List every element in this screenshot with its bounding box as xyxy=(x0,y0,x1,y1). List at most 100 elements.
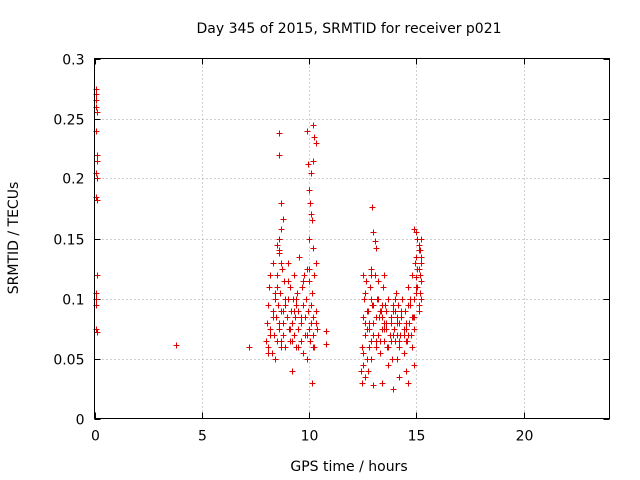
data-point xyxy=(287,284,294,291)
data-point xyxy=(267,272,274,279)
data-point xyxy=(272,290,279,297)
plot-frame xyxy=(94,58,610,419)
data-point xyxy=(308,170,315,177)
data-point xyxy=(381,272,388,279)
data-point xyxy=(279,266,286,273)
data-point xyxy=(398,308,405,315)
data-point xyxy=(396,374,403,381)
data-point xyxy=(275,302,282,309)
data-point xyxy=(306,187,313,194)
data-point xyxy=(381,320,388,327)
data-point xyxy=(364,308,371,315)
data-point xyxy=(379,380,386,387)
data-point xyxy=(270,308,277,315)
data-point xyxy=(276,326,283,333)
data-point xyxy=(310,245,317,252)
y-tick-label: 0.2 xyxy=(62,172,84,188)
grid xyxy=(94,58,610,419)
data-point xyxy=(396,338,403,345)
data-point xyxy=(264,320,271,327)
data-point xyxy=(270,314,277,321)
data-point xyxy=(360,362,367,369)
data-point xyxy=(265,344,272,351)
data-point xyxy=(296,254,303,261)
data-point xyxy=(418,254,425,261)
data-point xyxy=(292,314,299,321)
data-point xyxy=(304,356,311,363)
data-point xyxy=(309,380,316,387)
data-point xyxy=(323,328,330,335)
y-tick-label: 0.25 xyxy=(53,113,84,129)
data-point xyxy=(375,278,382,285)
data-point xyxy=(369,204,376,211)
data-point xyxy=(390,302,397,309)
data-point xyxy=(280,332,287,339)
y-tick-label: 0 xyxy=(76,413,85,429)
data-point xyxy=(291,272,298,279)
data-point xyxy=(278,226,285,233)
x-tick-label: 10 xyxy=(301,429,319,445)
data-point xyxy=(417,290,424,297)
data-point xyxy=(385,344,392,351)
data-point xyxy=(306,326,313,333)
data-point xyxy=(366,344,373,351)
y-axis-label: SRMTID / TECUs xyxy=(6,182,22,295)
data-point xyxy=(392,296,399,303)
data-point xyxy=(313,320,320,327)
data-point xyxy=(368,272,375,279)
data-point xyxy=(301,272,308,279)
data-point xyxy=(94,158,101,165)
data-point xyxy=(416,302,423,309)
data-point xyxy=(418,296,425,303)
data-point xyxy=(373,245,380,252)
data-point xyxy=(285,278,292,285)
data-point xyxy=(388,338,395,345)
data-point xyxy=(370,302,377,309)
data-point xyxy=(300,302,307,309)
data-point xyxy=(308,302,315,309)
data-point xyxy=(385,296,392,303)
data-points xyxy=(93,86,425,393)
axis-ticks: 0 5 10 15 20 0 0.05 0.1 0.15 0.2 0.25 0.3 xyxy=(53,53,610,445)
data-point xyxy=(267,326,274,333)
x-tick-label: 0 xyxy=(91,429,100,445)
data-point xyxy=(293,296,300,303)
data-point xyxy=(411,362,418,369)
data-point xyxy=(309,290,316,297)
data-point xyxy=(416,266,423,273)
data-point xyxy=(282,302,289,309)
data-point xyxy=(265,302,272,309)
data-point xyxy=(401,326,408,333)
data-point xyxy=(362,290,369,297)
data-point xyxy=(307,200,314,207)
data-point xyxy=(298,338,305,345)
data-point xyxy=(289,320,296,327)
data-point xyxy=(94,175,101,182)
data-point xyxy=(299,284,306,291)
data-point xyxy=(310,314,317,321)
data-point xyxy=(362,374,369,381)
data-point xyxy=(284,314,291,321)
data-point xyxy=(416,308,423,315)
x-axis-label: GPS time / hours xyxy=(290,459,407,475)
data-point xyxy=(173,342,180,349)
data-point xyxy=(403,338,410,345)
data-point xyxy=(358,368,365,375)
data-point xyxy=(265,350,272,357)
data-point xyxy=(298,314,305,321)
data-point xyxy=(274,284,281,291)
x-tick-label: 5 xyxy=(198,429,207,445)
data-point xyxy=(380,284,387,291)
data-point xyxy=(370,382,377,389)
data-point xyxy=(306,236,313,243)
data-point xyxy=(274,272,281,279)
data-point xyxy=(267,332,274,339)
data-point xyxy=(416,242,423,249)
data-point xyxy=(276,130,283,137)
data-point xyxy=(417,247,424,254)
data-point xyxy=(306,278,313,285)
data-point xyxy=(94,152,101,159)
data-point xyxy=(289,338,296,345)
data-point xyxy=(405,332,412,339)
data-point xyxy=(368,356,375,363)
